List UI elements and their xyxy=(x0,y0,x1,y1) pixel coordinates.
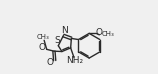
Text: O: O xyxy=(95,28,102,37)
Text: O: O xyxy=(38,43,45,52)
Text: S: S xyxy=(55,36,61,45)
Text: CH₃: CH₃ xyxy=(36,34,49,40)
Text: NH₂: NH₂ xyxy=(66,56,83,65)
Text: O: O xyxy=(47,58,54,67)
Text: CH₃: CH₃ xyxy=(101,31,114,37)
Text: N: N xyxy=(61,26,67,35)
